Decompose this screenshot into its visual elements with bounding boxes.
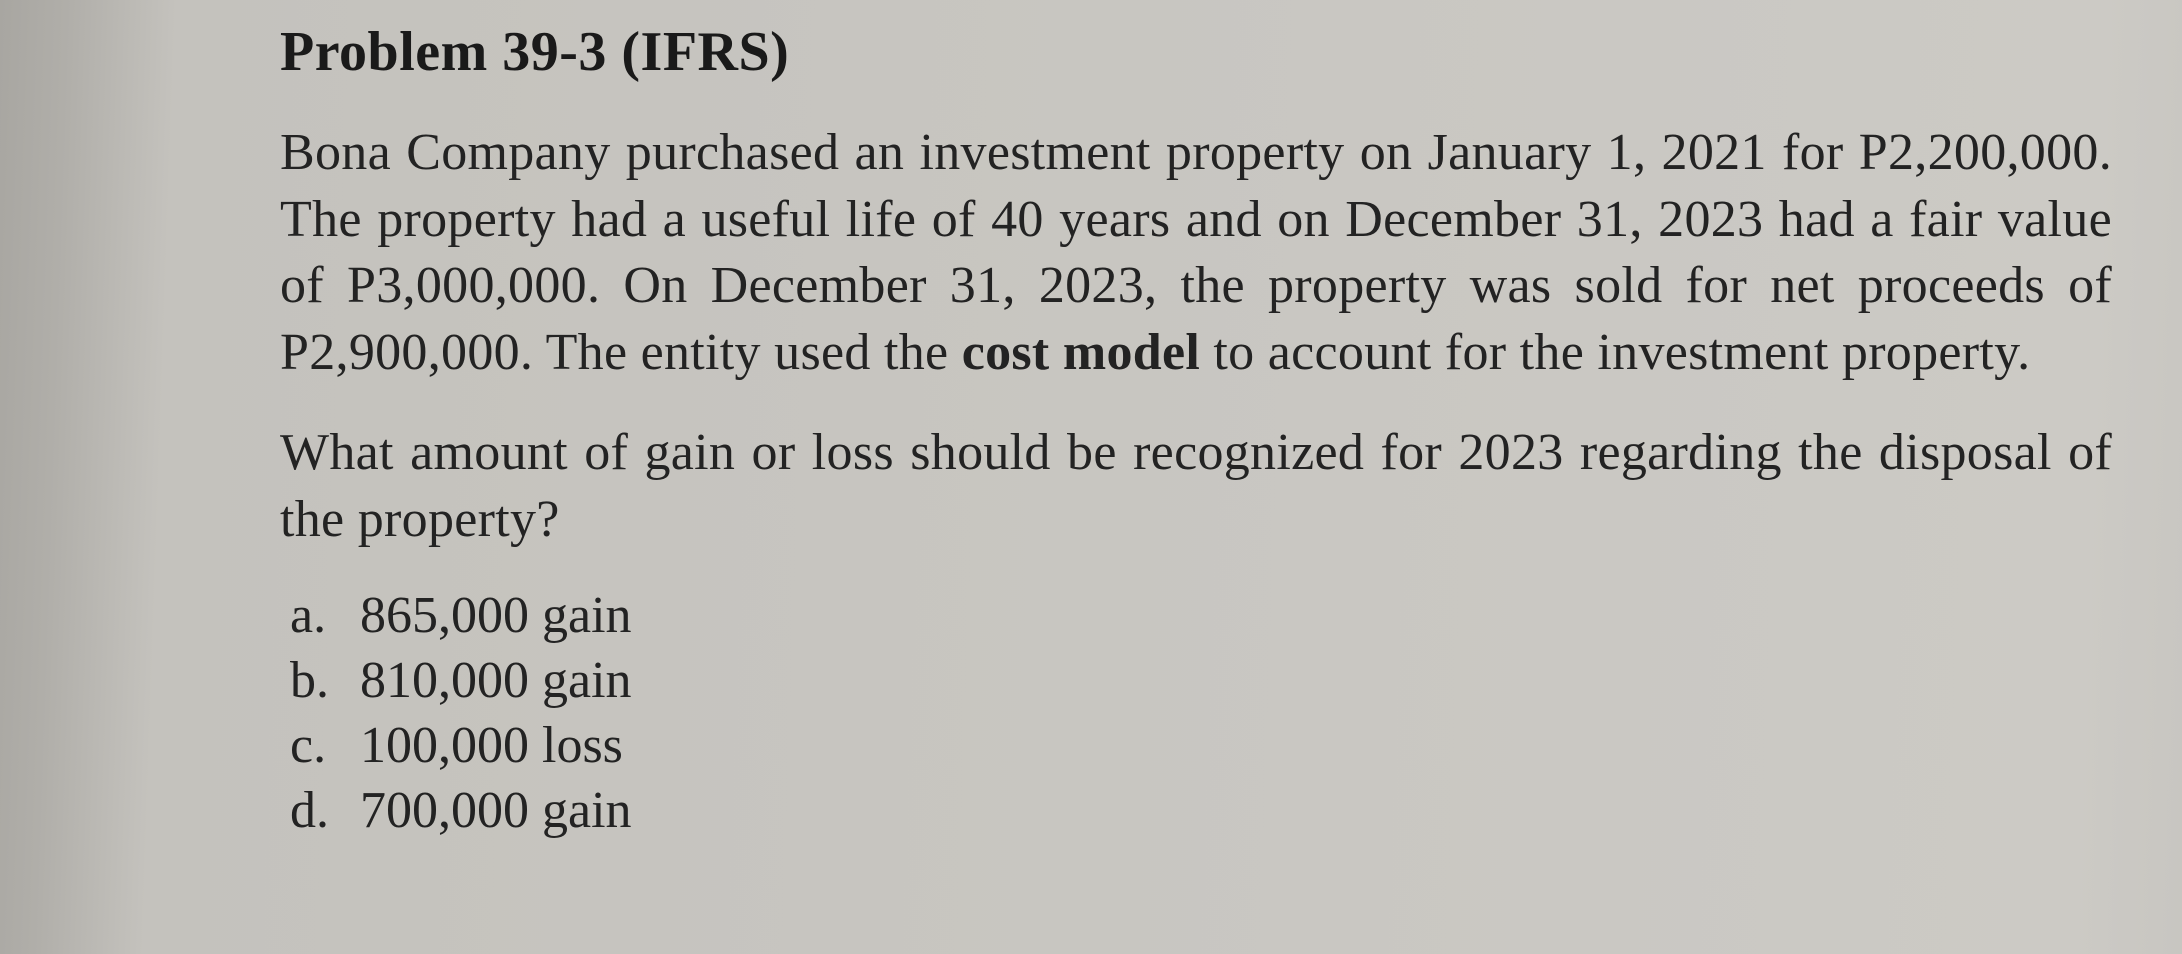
option-d: d. 700,000 gain bbox=[290, 778, 2112, 843]
option-b: b. 810,000 gain bbox=[290, 648, 2112, 713]
options-list: a. 865,000 gain b. 810,000 gain c. 100,0… bbox=[280, 583, 2112, 843]
option-text: 810,000 gain bbox=[360, 648, 632, 713]
option-text: 700,000 gain bbox=[360, 778, 632, 843]
body-text-part2: to account for the investment property. bbox=[1200, 324, 2030, 381]
option-letter: c. bbox=[290, 713, 360, 778]
body-text-bold: cost model bbox=[962, 324, 1200, 381]
option-letter: b. bbox=[290, 648, 360, 713]
option-a: a. 865,000 gain bbox=[290, 583, 2112, 648]
problem-title: Problem 39-3 (IFRS) bbox=[280, 20, 2112, 84]
option-letter: d. bbox=[290, 778, 360, 843]
document-page: Problem 39-3 (IFRS) Bona Company purchas… bbox=[0, 0, 2182, 954]
option-text: 100,000 loss bbox=[360, 713, 623, 778]
question-text: What amount of gain or loss should be re… bbox=[280, 420, 2112, 553]
problem-body: Bona Company purchased an investment pro… bbox=[280, 120, 2112, 386]
option-text: 865,000 gain bbox=[360, 583, 632, 648]
option-c: c. 100,000 loss bbox=[290, 713, 2112, 778]
option-letter: a. bbox=[290, 583, 360, 648]
